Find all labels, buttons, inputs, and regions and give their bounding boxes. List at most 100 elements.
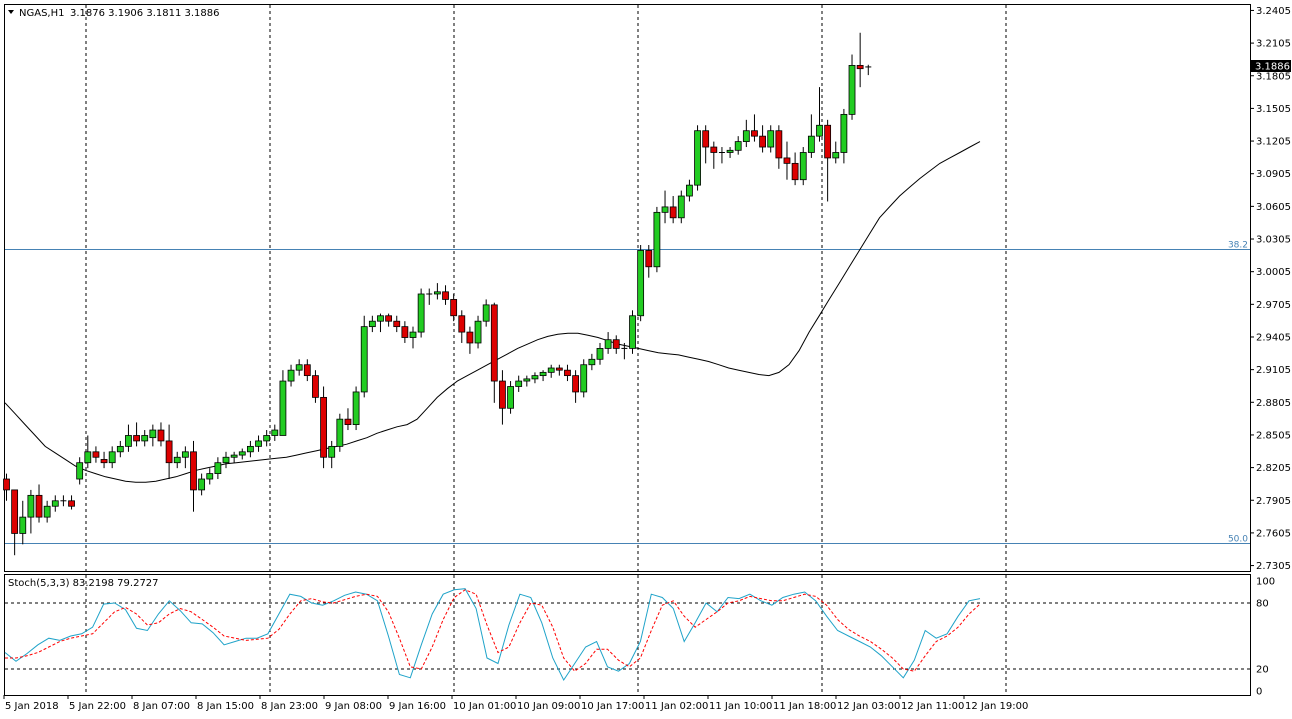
candle[interactable] xyxy=(100,451,108,469)
candle[interactable] xyxy=(799,147,807,186)
candle[interactable] xyxy=(401,321,409,343)
candle[interactable] xyxy=(629,310,636,354)
chart-menu-arrow-icon[interactable] xyxy=(8,10,14,14)
candle[interactable] xyxy=(482,299,490,327)
candle[interactable] xyxy=(377,313,384,333)
candle[interactable] xyxy=(108,446,116,469)
candle[interactable] xyxy=(426,288,433,305)
candle[interactable] xyxy=(344,408,352,431)
candle[interactable] xyxy=(409,326,417,349)
candle[interactable] xyxy=(848,54,856,120)
candle[interactable] xyxy=(157,422,165,447)
candle[interactable] xyxy=(604,332,612,354)
candle[interactable] xyxy=(149,424,157,447)
candle[interactable] xyxy=(824,119,832,202)
candle[interactable] xyxy=(19,500,27,545)
candle[interactable] xyxy=(458,310,466,343)
candle[interactable] xyxy=(751,114,758,142)
fibonacci-levels[interactable]: 38.2 50.0 xyxy=(5,241,1250,545)
candle[interactable] xyxy=(190,440,197,512)
candle[interactable] xyxy=(3,473,10,501)
candle[interactable] xyxy=(328,440,336,469)
candle[interactable] xyxy=(865,64,872,76)
candle[interactable] xyxy=(214,457,222,480)
candle[interactable] xyxy=(263,430,271,447)
candle[interactable] xyxy=(92,446,100,463)
candle[interactable] xyxy=(669,196,677,224)
candle[interactable] xyxy=(742,119,750,148)
candle[interactable] xyxy=(133,422,140,447)
candle[interactable] xyxy=(255,435,262,452)
candle[interactable] xyxy=(499,370,506,425)
candle[interactable] xyxy=(51,495,59,512)
candle[interactable] xyxy=(596,342,604,365)
candle[interactable] xyxy=(352,386,360,431)
candle[interactable] xyxy=(303,359,311,382)
candle[interactable] xyxy=(312,370,319,403)
candle[interactable] xyxy=(523,375,531,387)
candle[interactable] xyxy=(393,315,401,333)
candle[interactable] xyxy=(588,353,596,371)
candle[interactable] xyxy=(702,125,710,164)
candles[interactable] xyxy=(3,32,872,556)
candle[interactable] xyxy=(726,147,734,158)
candle[interactable] xyxy=(547,364,555,378)
candle[interactable] xyxy=(555,364,563,376)
candle[interactable] xyxy=(43,500,51,523)
candle[interactable] xyxy=(612,335,620,354)
candle[interactable] xyxy=(710,141,718,169)
candle[interactable] xyxy=(60,495,67,507)
candle[interactable] xyxy=(320,386,327,469)
candle[interactable] xyxy=(775,125,783,169)
candle[interactable] xyxy=(68,495,75,510)
candle[interactable] xyxy=(531,372,539,384)
candle[interactable] xyxy=(791,152,799,186)
candle[interactable] xyxy=(507,381,514,414)
candle[interactable] xyxy=(450,293,458,322)
candle[interactable] xyxy=(279,370,287,436)
candle[interactable] xyxy=(856,32,864,88)
candle[interactable] xyxy=(35,484,43,523)
candle[interactable] xyxy=(287,364,295,387)
candle[interactable] xyxy=(27,489,35,534)
candle[interactable] xyxy=(116,440,124,458)
candle[interactable] xyxy=(11,489,19,556)
candle[interactable] xyxy=(433,283,441,300)
candle[interactable] xyxy=(385,313,393,327)
candle[interactable] xyxy=(694,125,701,191)
candle[interactable] xyxy=(572,370,579,403)
candle[interactable] xyxy=(230,451,238,463)
candle[interactable] xyxy=(246,440,254,458)
candle[interactable] xyxy=(368,315,376,333)
candle[interactable] xyxy=(206,468,214,485)
candle[interactable] xyxy=(141,430,149,447)
candle[interactable] xyxy=(653,206,661,273)
candle[interactable] xyxy=(645,245,653,278)
candle[interactable] xyxy=(734,136,742,155)
candle[interactable] xyxy=(515,375,523,392)
candle[interactable] xyxy=(807,114,815,158)
candle[interactable] xyxy=(222,451,230,469)
candle[interactable] xyxy=(442,285,449,305)
candle[interactable] xyxy=(271,424,279,441)
candle[interactable] xyxy=(539,370,547,382)
candle[interactable] xyxy=(816,87,823,142)
candle[interactable] xyxy=(295,359,303,376)
candle[interactable] xyxy=(564,364,571,382)
candle[interactable] xyxy=(783,141,791,180)
candle[interactable] xyxy=(165,424,173,480)
candle[interactable] xyxy=(580,359,588,398)
stochastic-oscillator[interactable] xyxy=(4,588,1250,681)
candle[interactable] xyxy=(336,413,344,452)
candle[interactable] xyxy=(198,473,206,496)
candle[interactable] xyxy=(832,141,840,164)
candle[interactable] xyxy=(637,245,645,322)
candle[interactable] xyxy=(76,457,84,485)
candle[interactable] xyxy=(173,451,181,469)
candle[interactable] xyxy=(677,190,685,224)
candle[interactable] xyxy=(718,147,725,164)
candle[interactable] xyxy=(84,435,92,469)
candle[interactable] xyxy=(474,315,482,349)
candle[interactable] xyxy=(686,179,693,202)
